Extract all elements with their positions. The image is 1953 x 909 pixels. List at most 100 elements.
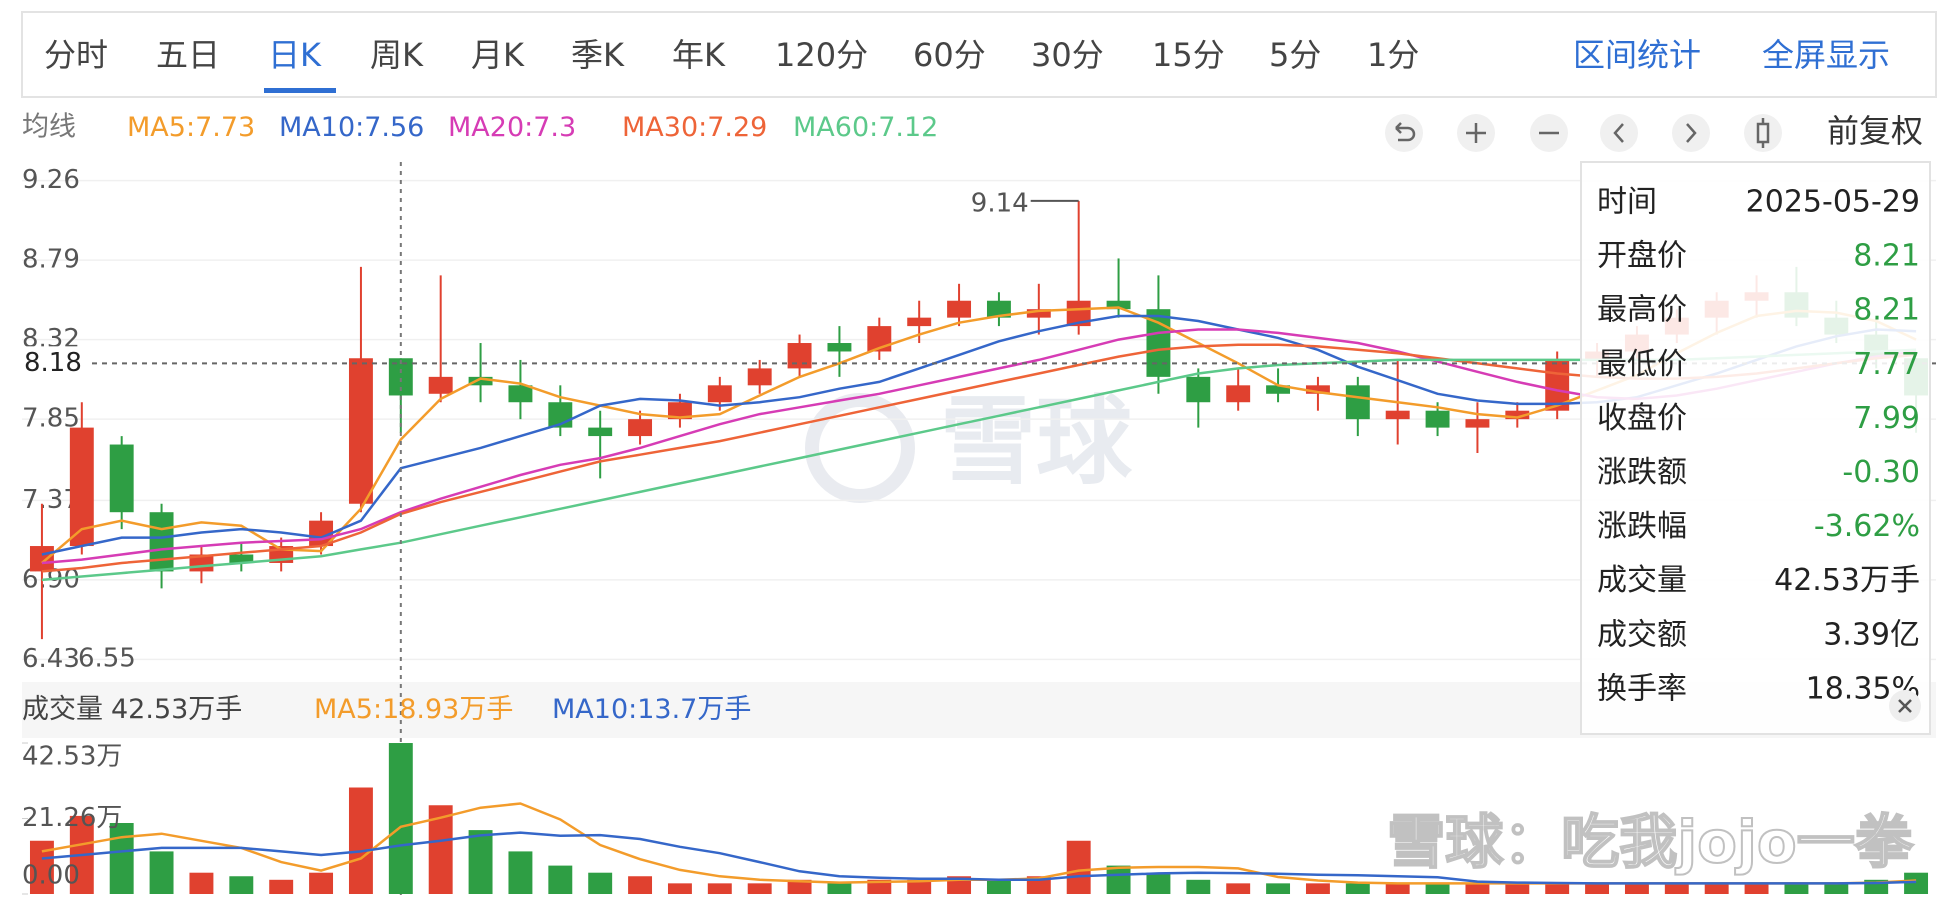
volume-bar xyxy=(189,872,214,894)
info-value: 8.21 xyxy=(1853,239,1920,274)
info-value: 7.77 xyxy=(1853,347,1920,382)
undo-button[interactable] xyxy=(1385,114,1423,152)
info-panel xyxy=(1580,161,1931,735)
prev-button[interactable] xyxy=(1600,114,1638,152)
volume-legend-entry: MA10:13.7万手 xyxy=(552,694,751,725)
candle-body xyxy=(707,385,732,403)
volume-ma-line xyxy=(41,831,1917,885)
next-button[interactable] xyxy=(1672,114,1710,152)
watermark: 雪球：吃我jojo一拳 xyxy=(1387,808,1913,876)
volume-bar xyxy=(667,883,692,894)
candle-body xyxy=(69,427,94,547)
ma-legend-title: 均线 xyxy=(22,112,76,143)
candle-body xyxy=(1106,300,1131,310)
last-price-badge xyxy=(22,346,92,381)
volume-bar xyxy=(1624,883,1649,894)
legend-value: 13.7万手 xyxy=(637,694,751,725)
info-label: 换手率 xyxy=(1597,671,1687,706)
info-label: 最高价 xyxy=(1597,293,1687,328)
volume-bar xyxy=(109,823,134,894)
volume-legend-entry: MA5:18.93万手 xyxy=(314,694,513,725)
candle-body xyxy=(428,376,453,394)
volume-bar xyxy=(1704,883,1729,894)
volume-bar xyxy=(348,787,373,894)
tab-action[interactable]: 全屏显示 xyxy=(1762,36,1890,74)
legend-entry: MA30:7.29 xyxy=(622,112,767,143)
zoom-out-button[interactable] xyxy=(1530,114,1568,152)
min-label: 6.55 xyxy=(78,644,136,674)
volume-bar xyxy=(1784,883,1809,894)
candle-style-button[interactable] xyxy=(1744,114,1782,152)
candle-body xyxy=(1266,385,1291,394)
info-label: 时间 xyxy=(1597,185,1657,220)
volume-bar xyxy=(1066,840,1091,894)
candle-body xyxy=(986,300,1011,318)
candle-body xyxy=(1425,410,1450,428)
tab[interactable]: 5分 xyxy=(1269,36,1321,74)
volume-bar xyxy=(1904,872,1929,894)
candle-body xyxy=(229,554,254,563)
volume-bar xyxy=(548,865,573,894)
watermark: 雪球 xyxy=(940,385,1133,497)
volume-bar xyxy=(1425,883,1450,894)
info-value: 42.53万手 xyxy=(1774,563,1920,598)
volume-bar xyxy=(388,743,413,894)
volume-title: 成交量 42.53万手 xyxy=(22,694,242,725)
candle-body xyxy=(628,419,653,437)
legend-entry: MA60:7.12 xyxy=(793,112,938,143)
legend-name: MA5 xyxy=(314,694,373,725)
volume-bar xyxy=(1186,879,1211,894)
volume-bar xyxy=(1505,883,1530,894)
tab[interactable]: 周K xyxy=(370,36,424,74)
tab[interactable]: 五日 xyxy=(156,36,220,74)
legend-name: MA5 xyxy=(127,112,186,143)
info-value: -0.30 xyxy=(1842,455,1920,490)
close-button[interactable] xyxy=(1889,690,1921,722)
legend-separator: : xyxy=(186,112,195,143)
candle-body xyxy=(1305,385,1330,394)
legend-name: MA20 xyxy=(448,112,524,143)
candle-body xyxy=(667,402,692,420)
volume-bar xyxy=(1266,883,1291,894)
volume-bar xyxy=(1345,883,1370,894)
candle-body xyxy=(1186,376,1211,403)
last-price-label: 8.18 xyxy=(24,348,82,378)
tab-action[interactable]: 区间统计 xyxy=(1573,36,1701,74)
zoom-in-button[interactable] xyxy=(1457,114,1495,152)
adjust-mode[interactable]: 前复权 xyxy=(1827,112,1923,150)
volume-bar xyxy=(1106,865,1131,894)
volume-bar xyxy=(1465,883,1490,894)
legend-separator: : xyxy=(373,694,382,725)
candle-body xyxy=(787,343,812,369)
volume-title-label: 成交量 xyxy=(22,694,103,725)
tab[interactable]: 1分 xyxy=(1367,36,1419,74)
volume-bar xyxy=(1545,883,1570,894)
volume-bar xyxy=(907,879,932,894)
info-label: 成交量 xyxy=(1597,563,1687,598)
tab[interactable]: 季K xyxy=(571,36,625,74)
tab[interactable]: 月K xyxy=(471,36,525,74)
tab[interactable]: 年K xyxy=(672,36,726,74)
tab[interactable]: 60分 xyxy=(913,36,986,74)
candle-body xyxy=(1505,410,1530,420)
legend-value: 18.93万手 xyxy=(382,694,513,725)
volume-bar xyxy=(707,883,732,894)
tab[interactable]: 120分 xyxy=(775,36,868,74)
legend-separator: : xyxy=(698,112,707,143)
legend-entry: MA10:7.56 xyxy=(279,112,424,143)
tab[interactable]: 30分 xyxy=(1031,36,1104,74)
volume-bar xyxy=(1146,872,1171,894)
info-value: -3.62% xyxy=(1814,509,1920,544)
y-tick-label: 8.79 xyxy=(22,245,80,275)
tab[interactable]: 日K xyxy=(268,36,322,74)
y-tick-label: 9.26 xyxy=(22,165,80,195)
tab[interactable]: 分时 xyxy=(44,36,108,74)
candle-body xyxy=(1026,309,1051,318)
volume-bar xyxy=(508,851,533,894)
volume-bar xyxy=(1664,883,1689,894)
candle-body xyxy=(588,427,613,437)
candle-body xyxy=(348,358,373,504)
legend-separator: : xyxy=(524,112,533,143)
tab[interactable]: 15分 xyxy=(1152,36,1225,74)
toolbar xyxy=(1385,114,1782,152)
